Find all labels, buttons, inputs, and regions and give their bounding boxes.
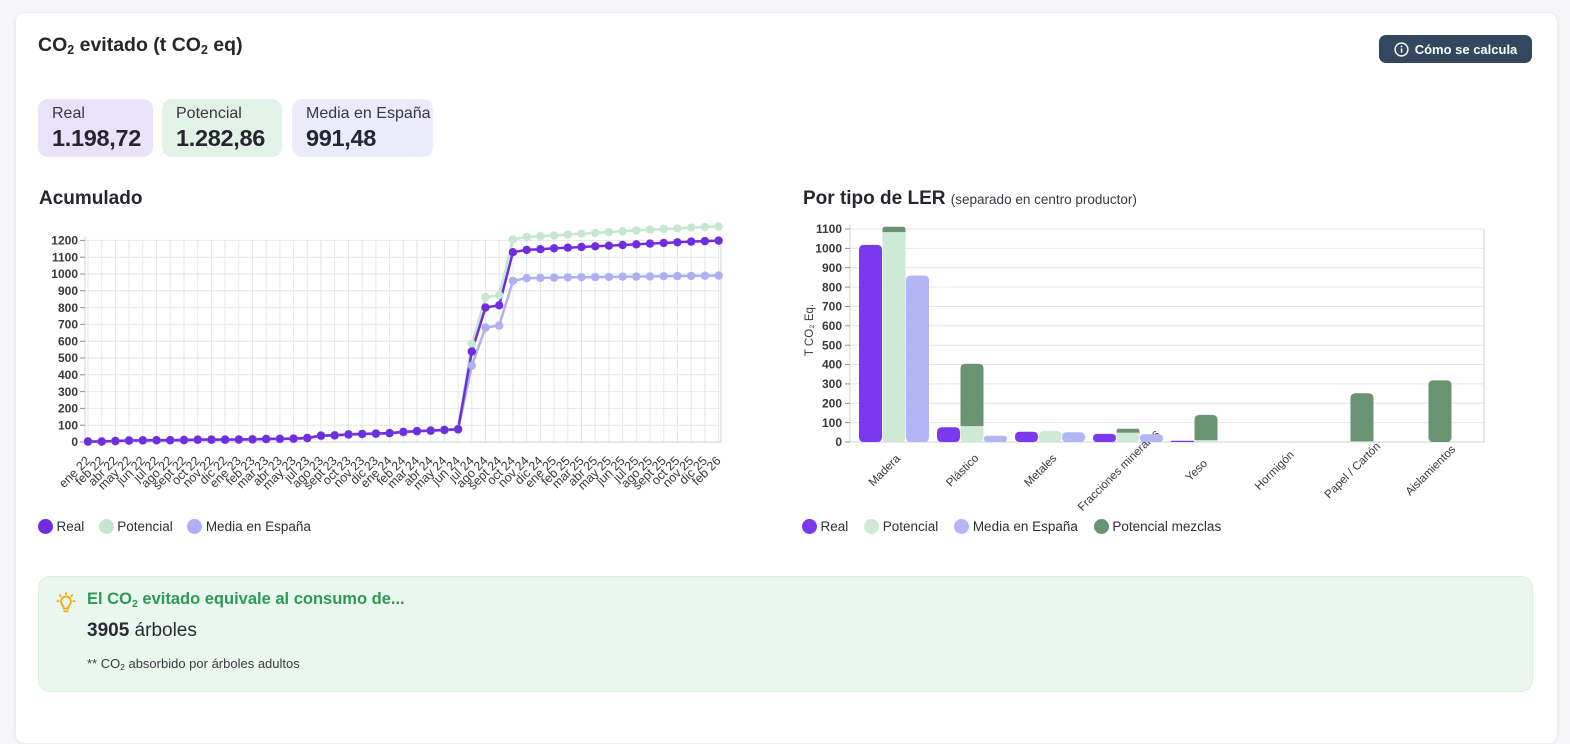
svg-text:1100: 1100 <box>816 222 842 236</box>
svg-text:100: 100 <box>58 418 78 432</box>
svg-text:0: 0 <box>71 435 78 449</box>
svg-text:Metales: Metales <box>1022 452 1059 489</box>
svg-text:400: 400 <box>58 368 78 382</box>
svg-text:100: 100 <box>822 416 842 430</box>
svg-text:200: 200 <box>822 397 842 411</box>
svg-text:900: 900 <box>58 284 78 298</box>
svg-text:Aislamientos: Aislamientos <box>1404 443 1459 498</box>
svg-text:600: 600 <box>822 319 842 333</box>
svg-text:Madera: Madera <box>867 452 903 488</box>
svg-text:T CO₂ Eq.: T CO₂ Eq. <box>804 304 816 356</box>
svg-text:1000: 1000 <box>815 242 842 256</box>
svg-text:700: 700 <box>58 318 78 332</box>
svg-text:Plástico: Plástico <box>944 452 981 489</box>
svg-text:400: 400 <box>822 358 842 372</box>
svg-text:1100: 1100 <box>52 250 78 264</box>
svg-text:500: 500 <box>822 338 842 352</box>
svg-text:300: 300 <box>58 385 78 399</box>
svg-text:1000: 1000 <box>51 267 78 281</box>
svg-text:0: 0 <box>835 435 842 449</box>
svg-text:Yeso: Yeso <box>1184 458 1210 484</box>
svg-text:200: 200 <box>58 402 78 416</box>
svg-text:1200: 1200 <box>51 234 78 248</box>
svg-text:300: 300 <box>822 377 842 391</box>
svg-text:600: 600 <box>58 334 78 348</box>
svg-text:900: 900 <box>822 261 842 275</box>
svg-text:800: 800 <box>58 301 78 315</box>
svg-text:Papel / Cartón: Papel / Cartón <box>1323 441 1383 501</box>
svg-text:Hormigón: Hormigón <box>1253 449 1297 493</box>
svg-text:800: 800 <box>822 280 842 294</box>
svg-text:700: 700 <box>822 300 842 314</box>
svg-text:500: 500 <box>58 351 78 365</box>
